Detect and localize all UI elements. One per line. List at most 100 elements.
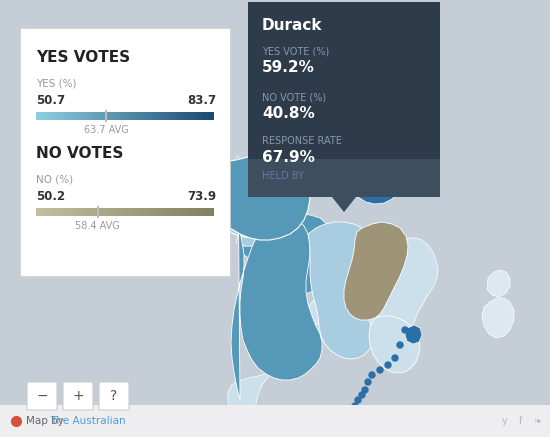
FancyBboxPatch shape [111, 208, 112, 216]
FancyBboxPatch shape [192, 112, 193, 120]
FancyBboxPatch shape [213, 208, 214, 216]
Circle shape [397, 342, 403, 348]
Text: YES VOTE (%): YES VOTE (%) [262, 46, 329, 56]
FancyBboxPatch shape [113, 208, 114, 216]
FancyBboxPatch shape [87, 208, 88, 216]
FancyBboxPatch shape [162, 208, 163, 216]
FancyBboxPatch shape [185, 208, 186, 216]
FancyBboxPatch shape [83, 208, 84, 216]
FancyBboxPatch shape [128, 208, 129, 216]
FancyBboxPatch shape [90, 112, 91, 120]
FancyBboxPatch shape [145, 112, 147, 120]
FancyBboxPatch shape [205, 112, 206, 120]
FancyBboxPatch shape [207, 208, 208, 216]
FancyBboxPatch shape [127, 208, 128, 216]
FancyBboxPatch shape [194, 112, 195, 120]
Text: −: − [36, 389, 48, 403]
FancyBboxPatch shape [73, 112, 75, 120]
FancyBboxPatch shape [69, 112, 70, 120]
FancyBboxPatch shape [39, 208, 40, 216]
FancyBboxPatch shape [141, 112, 142, 120]
Polygon shape [369, 316, 420, 373]
FancyBboxPatch shape [81, 112, 82, 120]
FancyBboxPatch shape [79, 112, 80, 120]
FancyBboxPatch shape [75, 208, 76, 216]
FancyBboxPatch shape [64, 208, 65, 216]
Text: 59.2%: 59.2% [262, 60, 315, 75]
FancyBboxPatch shape [167, 112, 168, 120]
FancyBboxPatch shape [171, 208, 173, 216]
Text: +: + [72, 389, 84, 403]
FancyBboxPatch shape [53, 208, 54, 216]
FancyBboxPatch shape [190, 112, 191, 120]
FancyBboxPatch shape [165, 208, 166, 216]
FancyBboxPatch shape [75, 112, 76, 120]
FancyBboxPatch shape [73, 208, 75, 216]
FancyBboxPatch shape [122, 208, 123, 216]
FancyBboxPatch shape [114, 112, 115, 120]
FancyBboxPatch shape [167, 208, 168, 216]
FancyBboxPatch shape [185, 112, 186, 120]
FancyBboxPatch shape [148, 112, 150, 120]
FancyBboxPatch shape [152, 112, 154, 120]
FancyBboxPatch shape [50, 208, 51, 216]
FancyBboxPatch shape [45, 208, 46, 216]
FancyBboxPatch shape [72, 112, 73, 120]
FancyBboxPatch shape [44, 208, 45, 216]
FancyBboxPatch shape [128, 112, 129, 120]
FancyBboxPatch shape [42, 112, 43, 120]
FancyBboxPatch shape [46, 208, 47, 216]
FancyBboxPatch shape [115, 112, 117, 120]
FancyBboxPatch shape [65, 208, 67, 216]
FancyBboxPatch shape [89, 208, 90, 216]
FancyBboxPatch shape [103, 208, 104, 216]
FancyBboxPatch shape [70, 112, 71, 120]
FancyBboxPatch shape [168, 208, 169, 216]
FancyBboxPatch shape [144, 112, 145, 120]
FancyBboxPatch shape [60, 208, 61, 216]
FancyBboxPatch shape [58, 112, 59, 120]
FancyBboxPatch shape [161, 112, 162, 120]
FancyBboxPatch shape [176, 112, 177, 120]
FancyBboxPatch shape [130, 208, 131, 216]
Circle shape [385, 362, 391, 368]
FancyBboxPatch shape [73, 112, 74, 120]
Circle shape [365, 379, 371, 385]
FancyBboxPatch shape [104, 208, 106, 216]
FancyBboxPatch shape [130, 112, 131, 120]
FancyBboxPatch shape [41, 112, 42, 120]
FancyBboxPatch shape [122, 112, 124, 120]
FancyBboxPatch shape [115, 208, 117, 216]
FancyBboxPatch shape [198, 208, 199, 216]
FancyBboxPatch shape [54, 208, 55, 216]
Text: Durack: Durack [262, 18, 322, 33]
FancyBboxPatch shape [58, 208, 59, 216]
FancyBboxPatch shape [211, 208, 212, 216]
FancyBboxPatch shape [145, 112, 146, 120]
FancyBboxPatch shape [204, 112, 205, 120]
FancyBboxPatch shape [155, 208, 156, 216]
Text: HELD BY: HELD BY [262, 171, 304, 181]
FancyBboxPatch shape [94, 208, 95, 216]
FancyBboxPatch shape [142, 208, 143, 216]
FancyBboxPatch shape [194, 112, 196, 120]
Circle shape [377, 367, 383, 373]
Polygon shape [300, 154, 362, 189]
FancyBboxPatch shape [52, 208, 53, 216]
FancyBboxPatch shape [56, 112, 57, 120]
FancyBboxPatch shape [211, 112, 212, 120]
FancyBboxPatch shape [146, 208, 147, 216]
FancyBboxPatch shape [122, 208, 124, 216]
FancyBboxPatch shape [172, 112, 173, 120]
FancyBboxPatch shape [60, 112, 61, 120]
FancyBboxPatch shape [145, 208, 147, 216]
Text: y: y [502, 416, 508, 426]
FancyBboxPatch shape [117, 112, 118, 120]
FancyBboxPatch shape [50, 112, 51, 120]
FancyBboxPatch shape [68, 112, 69, 120]
FancyBboxPatch shape [43, 208, 45, 216]
FancyBboxPatch shape [139, 208, 140, 216]
Polygon shape [405, 325, 422, 344]
FancyBboxPatch shape [92, 112, 94, 120]
FancyBboxPatch shape [170, 208, 172, 216]
